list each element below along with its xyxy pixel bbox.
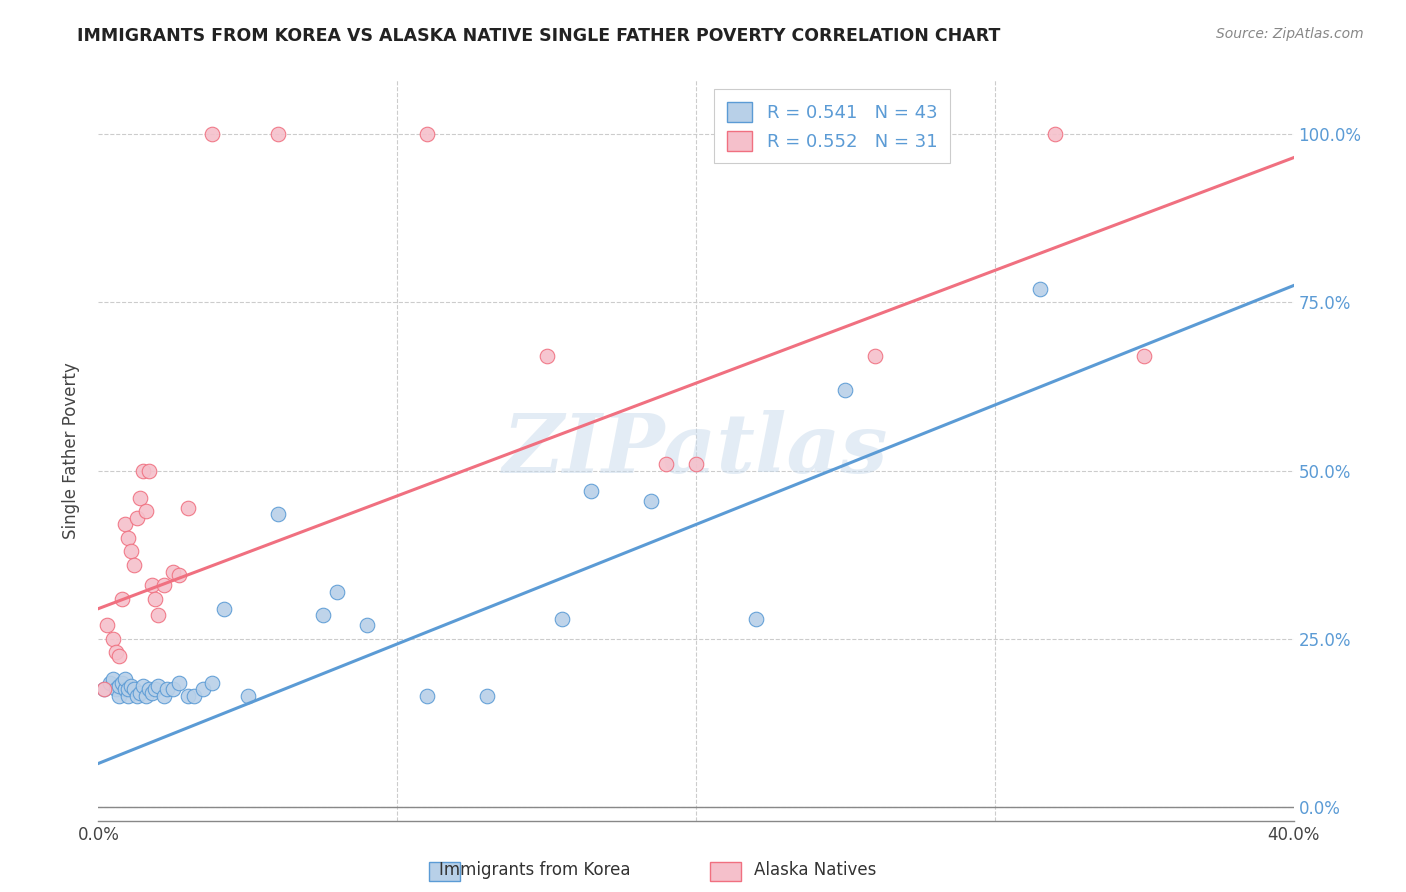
Point: [93, 682, 115, 697]
Point: [640, 494, 662, 508]
Point: [96, 618, 118, 632]
Point: [135, 689, 157, 703]
Point: [117, 689, 139, 703]
Point: [138, 682, 160, 697]
Point: [124, 682, 146, 697]
Point: [177, 500, 200, 515]
Point: [103, 673, 125, 687]
Point: [153, 578, 176, 592]
Point: [132, 679, 155, 693]
Point: [111, 591, 134, 606]
Point: [183, 689, 205, 703]
Text: Alaska Natives: Alaska Natives: [754, 861, 877, 879]
Point: [132, 464, 155, 478]
Point: [143, 591, 166, 606]
Point: [103, 632, 125, 646]
Point: [685, 457, 707, 471]
Point: [267, 127, 290, 141]
Point: [138, 464, 160, 478]
Point: [236, 689, 259, 703]
Point: [416, 127, 439, 141]
Point: [326, 584, 349, 599]
Point: [108, 648, 131, 663]
Point: [177, 689, 200, 703]
Point: [356, 618, 378, 632]
Point: [550, 612, 572, 626]
Point: [129, 491, 152, 505]
Point: [475, 689, 498, 703]
Y-axis label: Single Father Poverty: Single Father Poverty: [62, 362, 80, 539]
Point: [416, 689, 439, 703]
Point: [111, 675, 134, 690]
Point: [655, 457, 678, 471]
Point: [212, 601, 235, 615]
Point: [117, 682, 139, 697]
Point: [141, 578, 163, 592]
Text: Immigrants from Korea: Immigrants from Korea: [439, 861, 630, 879]
Point: [311, 608, 333, 623]
Point: [148, 608, 170, 623]
Point: [127, 689, 149, 703]
Point: [1133, 349, 1156, 363]
Point: [162, 565, 184, 579]
Point: [120, 544, 142, 558]
Point: [114, 517, 136, 532]
Point: [153, 689, 176, 703]
Legend: R = 0.541   N = 43, R = 0.552   N = 31: R = 0.541 N = 43, R = 0.552 N = 31: [714, 89, 950, 163]
Point: [98, 675, 122, 690]
Point: [536, 349, 558, 363]
Point: [1028, 282, 1050, 296]
Point: [93, 682, 115, 697]
Point: [745, 612, 768, 626]
Text: IMMIGRANTS FROM KOREA VS ALASKA NATIVE SINGLE FATHER POVERTY CORRELATION CHART: IMMIGRANTS FROM KOREA VS ALASKA NATIVE S…: [77, 27, 1001, 45]
Point: [105, 682, 128, 697]
Point: [114, 682, 136, 697]
Point: [108, 689, 131, 703]
Point: [120, 679, 142, 693]
Point: [141, 686, 163, 700]
Point: [191, 682, 214, 697]
Point: [105, 645, 128, 659]
Point: [156, 682, 179, 697]
Point: [117, 531, 139, 545]
Point: [108, 679, 131, 693]
Text: Source: ZipAtlas.com: Source: ZipAtlas.com: [1216, 27, 1364, 41]
Point: [167, 568, 190, 582]
Point: [135, 504, 157, 518]
Point: [162, 682, 184, 697]
Point: [127, 510, 149, 524]
Point: [124, 558, 146, 572]
Point: [267, 508, 290, 522]
Point: [148, 679, 170, 693]
Point: [581, 483, 603, 498]
Point: [865, 349, 887, 363]
Point: [143, 682, 166, 697]
Point: [1043, 127, 1066, 141]
Point: [129, 686, 152, 700]
Point: [201, 675, 224, 690]
Point: [201, 127, 224, 141]
Point: [834, 383, 856, 397]
Point: [167, 675, 190, 690]
Point: [114, 673, 136, 687]
Text: ZIPatlas: ZIPatlas: [503, 410, 889, 491]
